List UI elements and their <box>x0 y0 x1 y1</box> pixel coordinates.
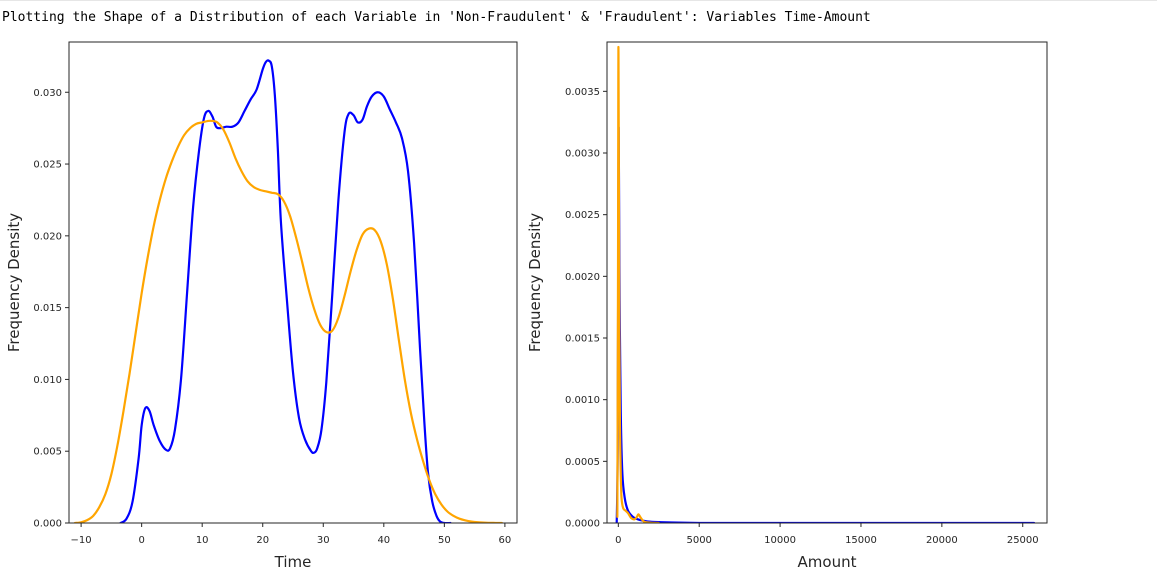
amount-xtick-label: 20000 <box>926 535 958 546</box>
amount-xtick-label: 5000 <box>686 535 711 546</box>
time-subplot: 0.000 0.005 0.010 0.015 0.020 0.025 0.030 −10 0 1… <box>5 41 518 571</box>
time-xaxis-label: Time <box>274 553 312 571</box>
time-ytick-label: 0.005 <box>33 447 62 458</box>
time-ytick-label: 0.030 <box>33 88 62 99</box>
time-axes-frame <box>68 41 518 524</box>
time-xtick-label: 50 <box>438 535 451 546</box>
time-xtick-label: 0 <box>138 535 144 546</box>
amount-ytick-label: 0.0010 <box>565 395 600 406</box>
amount-subplot: 0.0000 0.0005 0.0010 0.0015 0.0020 0.0025 0.00… <box>526 41 1048 571</box>
amount-xaxis-label: Amount <box>798 553 857 571</box>
cell-output-text: Plotting the Shape of a Distribution of … <box>2 10 871 25</box>
amount-xtick-label: 10000 <box>764 535 796 546</box>
amount-xtick-label: 0 <box>615 535 621 546</box>
time-xtick-label: 20 <box>256 535 269 546</box>
amount-ytick-label: 0.0020 <box>565 272 600 283</box>
amount-ytick-label: 0.0000 <box>565 519 600 530</box>
amount-ytick-label: 0.0005 <box>565 457 600 468</box>
amount-yaxis-label: Frequency Density <box>526 213 544 352</box>
time-series-non-fraudulent-line <box>119 59 452 523</box>
time-xtick-label: 10 <box>196 535 209 546</box>
amount-xtick-label: 25000 <box>1007 535 1039 546</box>
amount-ytick-label: 0.0030 <box>565 149 600 160</box>
time-ytick-label: 0.015 <box>33 303 62 314</box>
time-xtick-label: 30 <box>317 535 330 546</box>
amount-ytick-label: 0.0025 <box>565 210 600 221</box>
time-yaxis-label: Frequency Density <box>5 213 23 352</box>
time-xtick-label: −10 <box>71 535 92 546</box>
time-ytick-label: 0.020 <box>33 231 62 242</box>
cell-separator <box>0 0 1157 4</box>
amount-ytick-label: 0.0035 <box>565 87 600 98</box>
time-xtick-label: 40 <box>377 535 390 546</box>
time-series-fraudulent-line <box>73 119 503 523</box>
time-ytick-label: 0.010 <box>33 375 62 386</box>
time-ytick-label: 0.025 <box>33 160 62 171</box>
amount-series-fraudulent-line <box>616 45 660 523</box>
time-ytick-label: 0.000 <box>33 519 62 530</box>
amount-ytick-label: 0.0015 <box>565 334 600 345</box>
amount-series-non-fraudulent-line <box>615 126 1036 523</box>
amount-xtick-label: 15000 <box>845 535 877 546</box>
time-xtick-label: 60 <box>499 535 512 546</box>
amount-axes-frame <box>606 41 1048 524</box>
